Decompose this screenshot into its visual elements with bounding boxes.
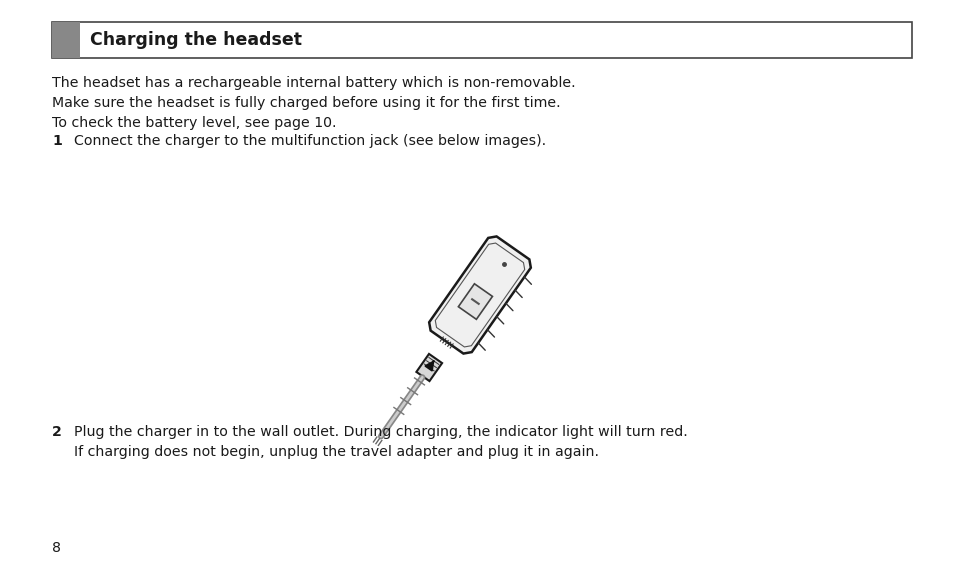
Text: Connect the charger to the multifunction jack (see below images).: Connect the charger to the multifunction…: [74, 134, 545, 148]
Text: The headset has a rechargeable internal battery which is non-removable.
Make sur: The headset has a rechargeable internal …: [52, 76, 575, 130]
Text: 8: 8: [52, 541, 61, 555]
Bar: [52, 22, 911, 58]
Text: Charging the headset: Charging the headset: [90, 31, 302, 49]
Text: 1: 1: [52, 134, 62, 148]
Bar: [52, 22, 80, 58]
Polygon shape: [457, 284, 492, 319]
Polygon shape: [429, 237, 530, 354]
Text: Plug the charger in to the wall outlet. During charging, the indicator light wil: Plug the charger in to the wall outlet. …: [74, 425, 687, 459]
Text: 2: 2: [52, 425, 62, 439]
Polygon shape: [416, 354, 441, 381]
